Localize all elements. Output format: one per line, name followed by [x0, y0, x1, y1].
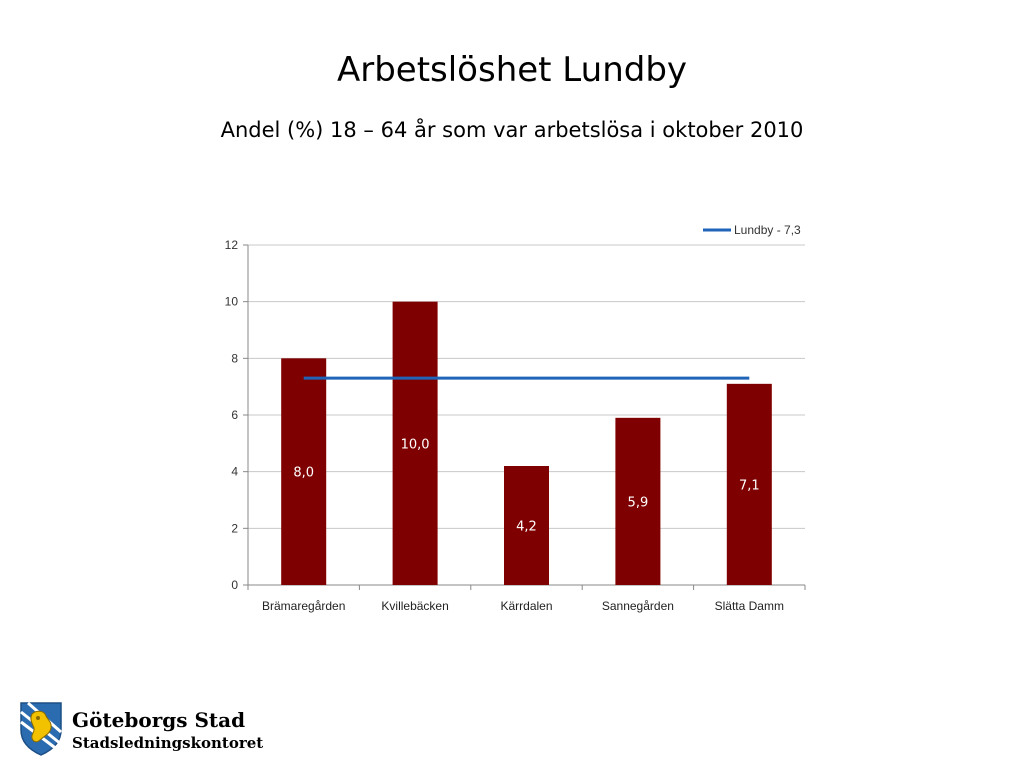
page-title: Arbetslöshet Lundby — [336, 50, 688, 90]
page-subtitle: Andel (%) 18 – 64 år som var arbetslösa … — [220, 118, 804, 142]
logo-name: Göteborgs Stad — [72, 708, 246, 732]
y-tick-label: 6 — [231, 408, 238, 422]
y-tick-label: 10 — [225, 295, 239, 309]
goteborgs-stad-logo: Göteborgs Stad Stadsledningskontoret — [18, 700, 263, 756]
data-label: 7,1 — [739, 478, 760, 493]
data-label: 4,2 — [516, 520, 537, 535]
bar — [504, 466, 549, 585]
goteborg-crest-icon — [20, 701, 62, 756]
x-tick-label: Brämaregården — [262, 599, 345, 613]
x-tick-label: Sannegården — [602, 599, 674, 613]
bar — [615, 417, 661, 585]
x-tick-label: Slätta Damm — [715, 599, 784, 613]
data-label: 8,0 — [293, 466, 314, 481]
x-tick-label: Kvillebäcken — [381, 599, 448, 613]
y-tick-label: 12 — [225, 238, 239, 252]
y-tick-label: 8 — [231, 351, 238, 365]
data-label: 5,9 — [628, 495, 649, 510]
y-tick-label: 0 — [231, 578, 238, 592]
logo-department: Stadsledningskontoret — [72, 734, 264, 752]
x-tick-label: Kärrdalen — [500, 599, 552, 613]
y-tick-label: 2 — [231, 521, 238, 535]
bar — [281, 358, 327, 585]
bar — [392, 301, 438, 585]
y-tick-label: 4 — [231, 465, 238, 479]
bar — [726, 383, 772, 585]
legend-label: Lundby - 7,3 — [734, 223, 801, 237]
data-label: 10,0 — [401, 437, 430, 452]
